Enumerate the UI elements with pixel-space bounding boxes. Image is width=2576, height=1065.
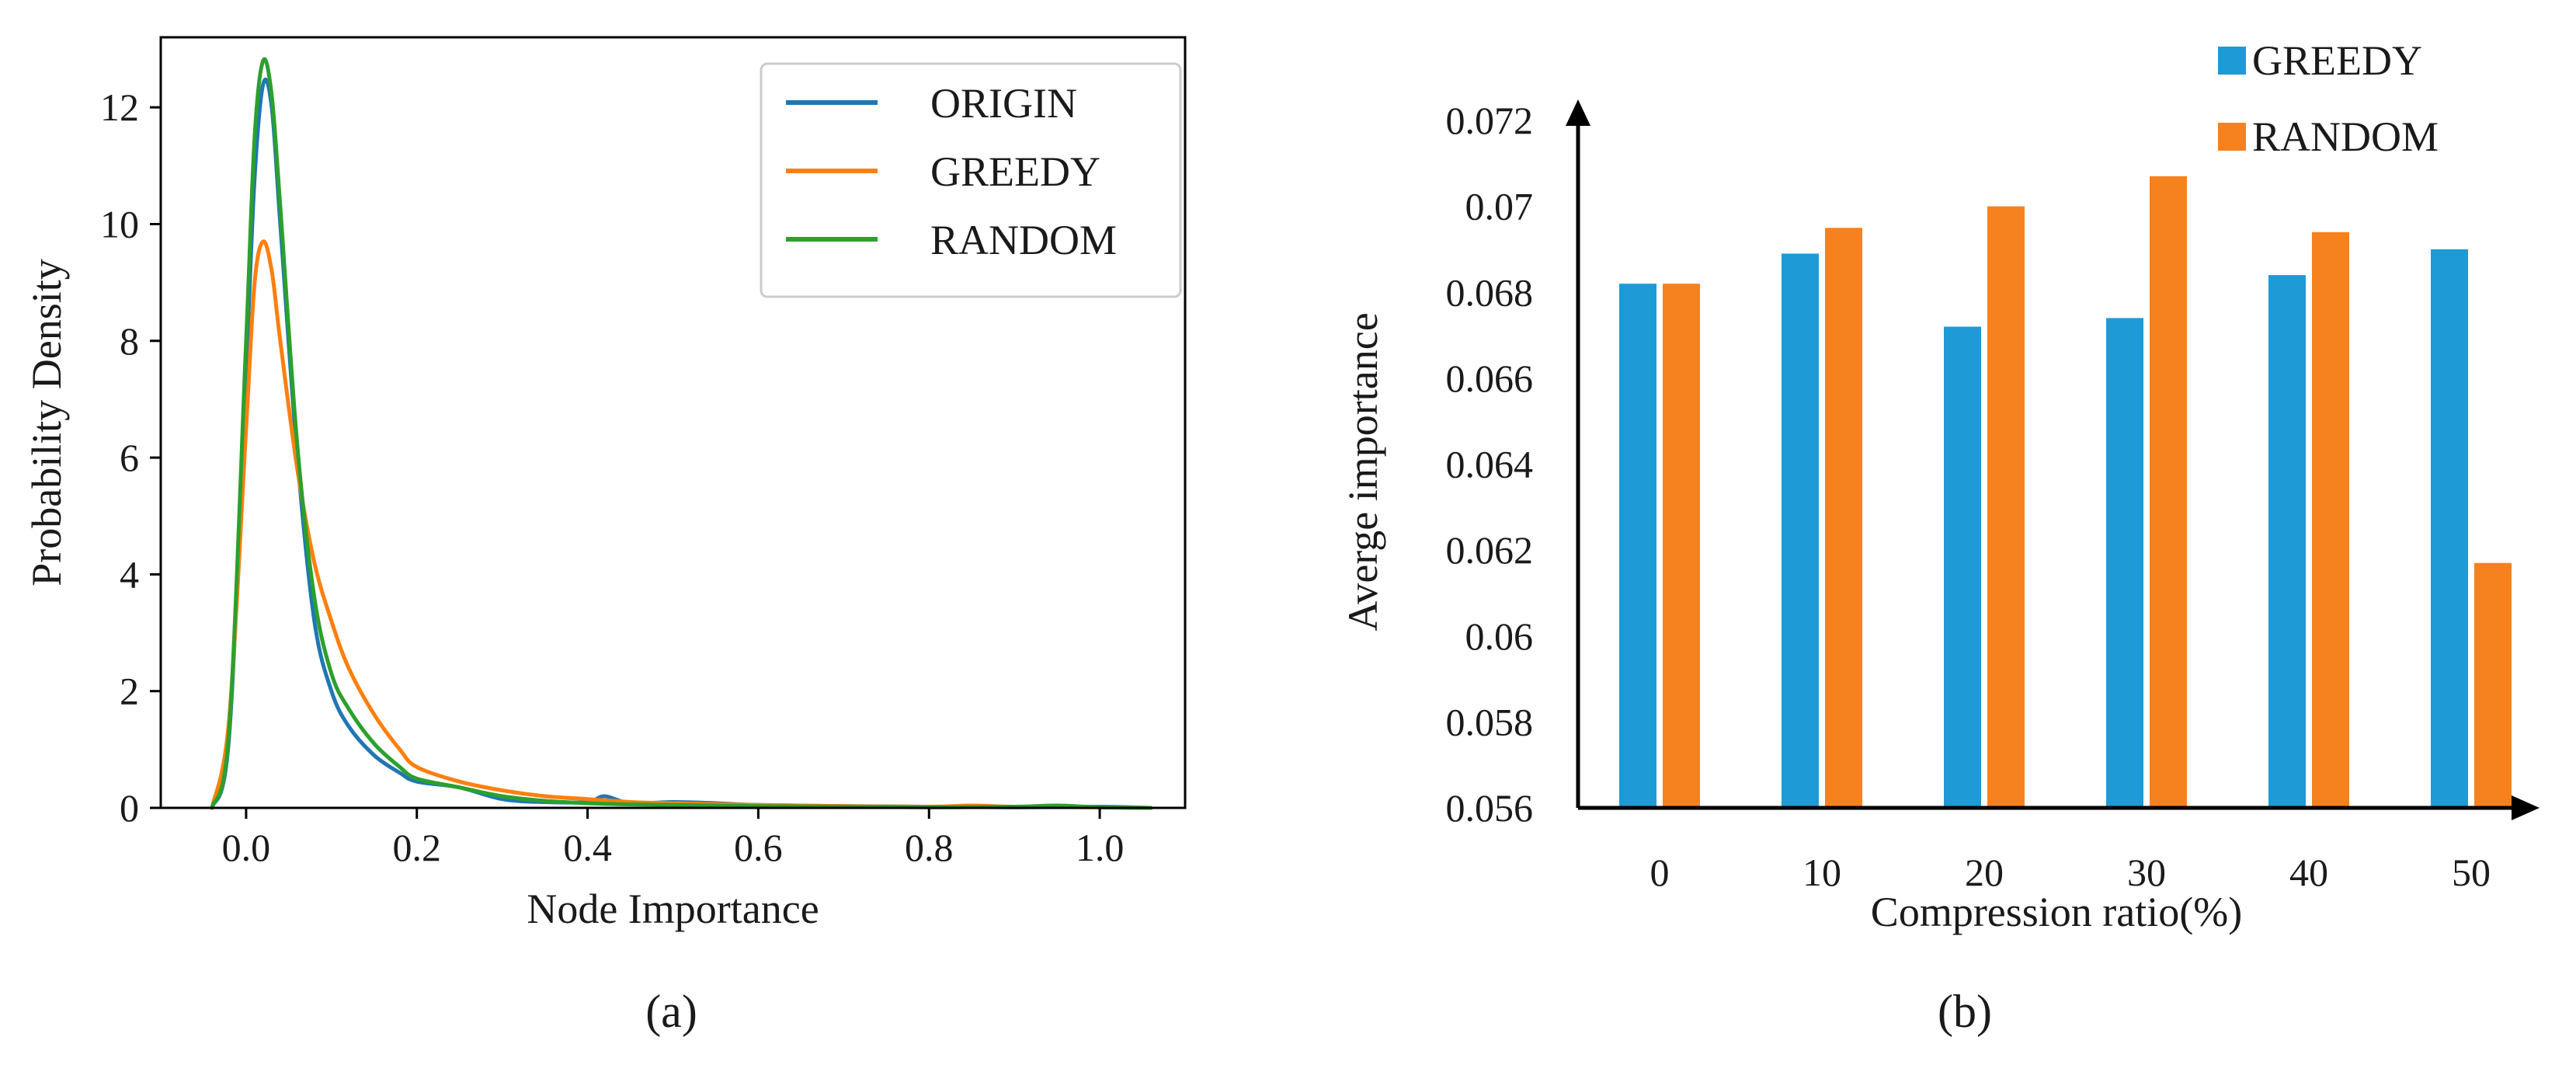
bar-chart: 0 10 20 30 40 50 0.056 0.058 0.06 0.062 0.064 0.06…: [1340, 37, 2539, 1037]
y-tick-label: 0.072: [1446, 99, 1534, 142]
x-tick-label: 0.4: [563, 826, 612, 869]
y-tick-label: 10: [100, 202, 139, 245]
x-tick-label: 0: [1650, 851, 1670, 894]
x-axis-ticks: 0 10 20 30 40 50: [1650, 851, 2491, 894]
y-axis-label: Averge importance: [1340, 312, 1386, 631]
y-tick-label: 12: [100, 85, 139, 129]
legend-label-random: RANDOM: [930, 217, 1117, 263]
bar-greedy-20: [1944, 326, 1981, 808]
y-tick-label: 0.066: [1446, 357, 1534, 400]
y-tick-label: 8: [120, 319, 139, 363]
y-axis-ticks: 0.056 0.058 0.06 0.062 0.064 0.066 0.068 0.07 0.…: [1446, 99, 1534, 830]
panel-label: (b): [1938, 986, 1992, 1037]
legend-label-origin: ORIGIN: [930, 80, 1077, 127]
x-tick-label: 0.0: [222, 826, 271, 869]
bar-greedy-10: [1782, 253, 1819, 808]
y-tick-label: 0.058: [1446, 700, 1534, 743]
density-chart: 0.0 0.2 0.4 0.6 0.8 1.0 0 2 4 6 8 10 12 Node Import…: [23, 36, 1187, 1037]
y-axis-arrow: [1566, 99, 1590, 126]
bar-random-20: [1987, 206, 2025, 808]
y-tick-label: 6: [120, 436, 139, 479]
legend-label-greedy: GREEDY: [930, 148, 1100, 195]
x-tick-label: 50: [2452, 851, 2491, 894]
legend: GREEDY RANDOM: [2218, 37, 2439, 160]
axes: [1566, 99, 2539, 820]
x-axis-label: Compression ratio(%): [1871, 889, 2242, 935]
y-tick-label: 0.06: [1465, 614, 1534, 658]
bar-random-10: [1825, 228, 1862, 808]
x-tick-label: 30: [2127, 851, 2166, 894]
bar-random-0: [1663, 284, 1700, 808]
y-tick-label: 0.068: [1446, 270, 1534, 314]
x-axis-ticks: 0.0 0.2 0.4 0.6 0.8 1.0: [222, 808, 1125, 869]
bar-random-30: [2150, 176, 2187, 808]
bar-random-50: [2474, 562, 2512, 808]
x-tick-label: 20: [1965, 851, 2004, 894]
x-tick-label: 0.2: [393, 826, 442, 869]
x-axis-label: Node Importance: [527, 886, 819, 932]
y-tick-label: 0.062: [1446, 528, 1534, 572]
legend-swatch-greedy: [2218, 47, 2246, 75]
y-tick-label: 0.056: [1446, 786, 1534, 830]
y-tick-label: 0: [120, 786, 139, 830]
y-axis-label: Probability Density: [23, 259, 70, 586]
legend-label-random: RANDOM: [2252, 113, 2439, 160]
bar-greedy-0: [1619, 284, 1656, 808]
legend-label-greedy: GREEDY: [2252, 37, 2422, 84]
y-tick-label: 2: [120, 670, 139, 713]
x-tick-label: 40: [2289, 851, 2328, 894]
y-tick-label: 4: [120, 552, 139, 596]
x-tick-label: 10: [1803, 851, 1841, 894]
bar-greedy-30: [2106, 318, 2143, 808]
y-axis-ticks: 0 2 4 6 8 10 12: [100, 85, 161, 830]
x-tick-label: 1.0: [1076, 826, 1125, 869]
bar-random-40: [2312, 231, 2349, 808]
bar-greedy-50: [2431, 249, 2468, 808]
legend: ORIGIN GREEDY RANDOM: [760, 62, 1182, 298]
legend-swatch-random: [2218, 123, 2246, 151]
x-tick-label: 0.6: [734, 826, 783, 869]
panel-label: (a): [645, 986, 697, 1037]
x-axis-arrow: [2512, 795, 2539, 820]
plot-frame: [159, 36, 1187, 809]
y-tick-label: 0.07: [1465, 185, 1534, 228]
x-tick-label: 0.8: [905, 826, 954, 869]
bars: [1619, 176, 2512, 808]
y-tick-label: 0.064: [1446, 443, 1534, 486]
bar-greedy-40: [2268, 275, 2306, 808]
